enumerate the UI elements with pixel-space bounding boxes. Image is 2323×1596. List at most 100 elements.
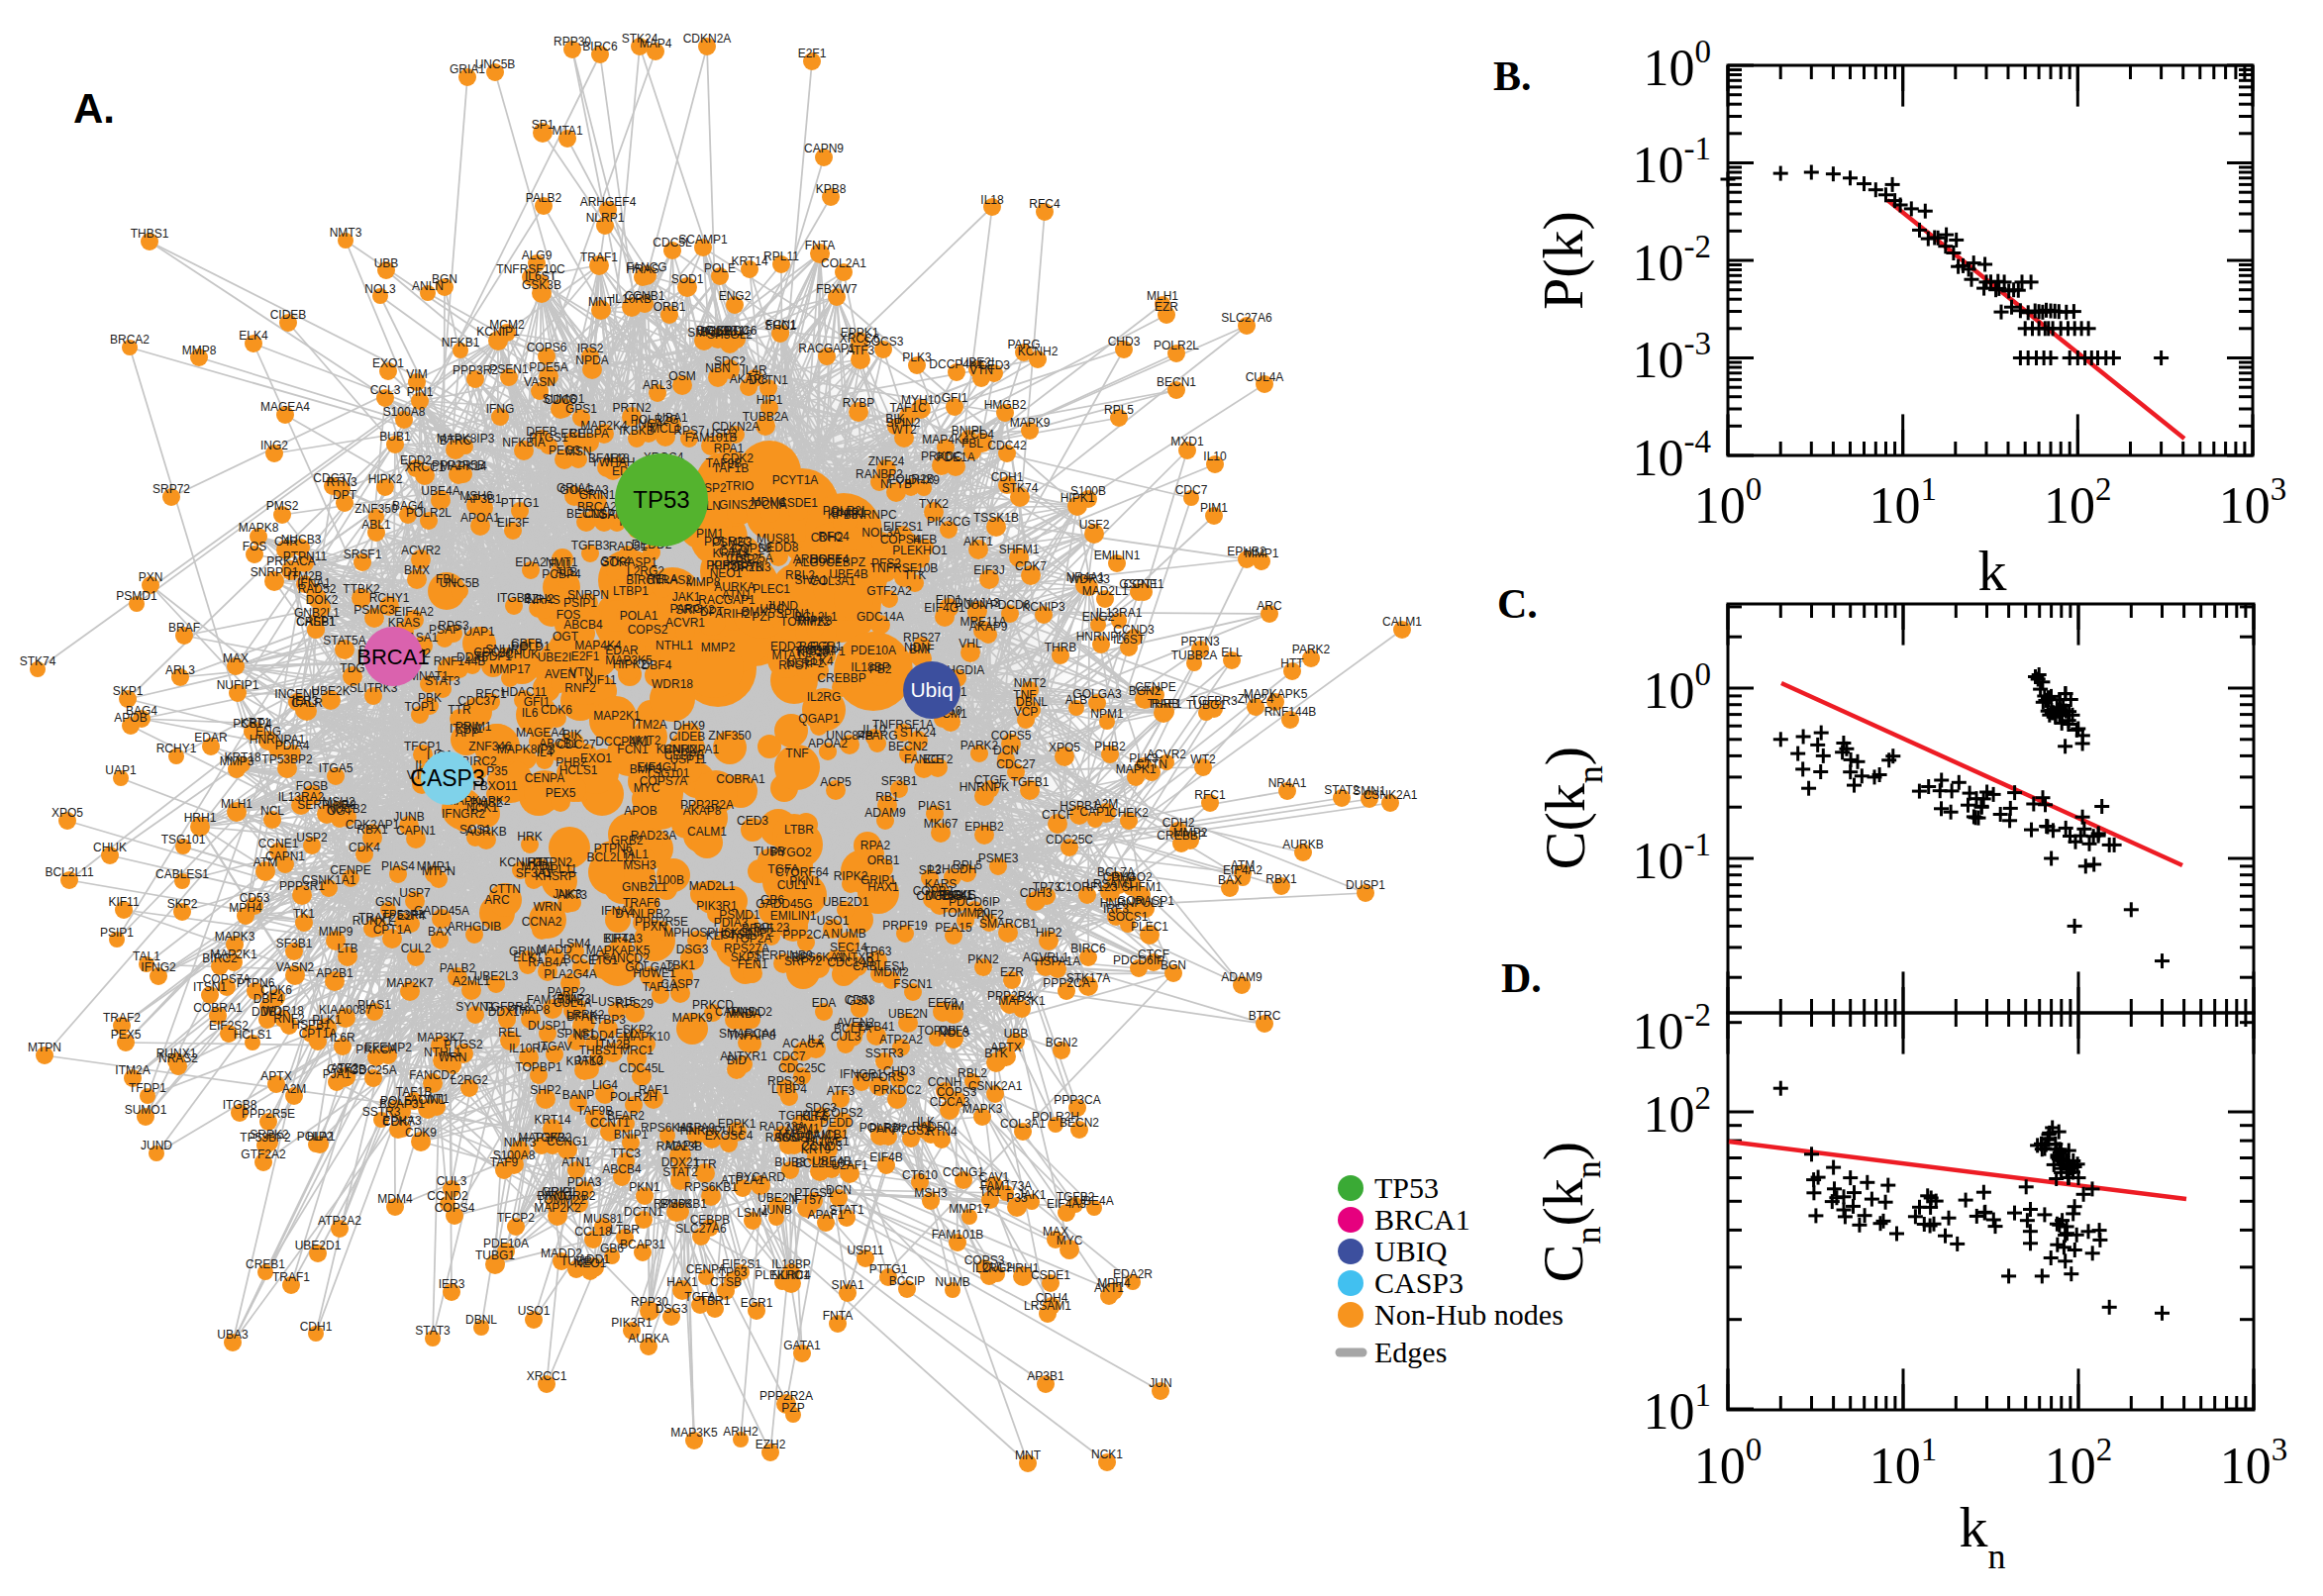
- svg-text:VCP: VCP: [1014, 705, 1039, 719]
- svg-text:MAPK8IP3: MAPK8IP3: [437, 432, 495, 446]
- svg-text:TAF9: TAF9: [490, 1155, 519, 1169]
- svg-text:EZR: EZR: [1000, 965, 1024, 979]
- svg-text:POLR2L: POLR2L: [1154, 339, 1199, 352]
- svg-text:SMARCB1: SMARCB1: [979, 917, 1037, 931]
- svg-text:MAP2K1: MAP2K1: [593, 709, 641, 723]
- svg-text:USP11: USP11: [847, 1244, 883, 1257]
- svg-text:OSM: OSM: [668, 369, 695, 383]
- svg-text:HNRNPK: HNRNPK: [1076, 630, 1127, 644]
- svg-text:JAK1: JAK1: [672, 590, 701, 604]
- svg-text:APP: APP: [455, 726, 479, 740]
- svg-text:CDK4: CDK4: [349, 841, 380, 854]
- svg-text:RPS3: RPS3: [438, 619, 469, 633]
- svg-text:TFDP1: TFDP1: [129, 1081, 166, 1095]
- svg-text:PRTN2: PRTN2: [612, 401, 651, 415]
- svg-text:MAX: MAX: [223, 651, 249, 665]
- svg-text:ADAM9: ADAM9: [864, 806, 906, 820]
- svg-text:RAD23B: RAD23B: [656, 1140, 703, 1153]
- svg-text:PEG3: PEG3: [549, 444, 580, 457]
- svg-text:AKAP8: AKAP8: [730, 372, 768, 386]
- svg-text:STK74: STK74: [20, 654, 56, 668]
- svg-text:CPT1A: CPT1A: [373, 923, 412, 937]
- svg-text:FBL: FBL: [961, 437, 983, 450]
- svg-text:MAPK8: MAPK8: [239, 521, 279, 535]
- svg-text:BRCA2: BRCA2: [110, 333, 150, 347]
- svg-text:BIRC6: BIRC6: [1070, 942, 1106, 955]
- svg-text:CDC25C: CDC25C: [778, 1061, 826, 1075]
- svg-text:PIN1: PIN1: [407, 385, 434, 399]
- svg-text:POLA1: POLA1: [620, 609, 658, 623]
- svg-text:XPO5: XPO5: [51, 806, 83, 820]
- svg-text:UBIQ: UBIQ: [1374, 1235, 1448, 1267]
- svg-text:UNC5B: UNC5B: [475, 57, 516, 71]
- svg-text:ABCB1: ABCB1: [539, 737, 578, 750]
- svg-text:SRPK2: SRPK2: [675, 603, 715, 617]
- svg-text:RPA1: RPA1: [714, 442, 745, 455]
- svg-text:MMP17: MMP17: [489, 662, 531, 676]
- svg-text:RPL5: RPL5: [1104, 403, 1134, 417]
- svg-text:EDA2: EDA2: [515, 555, 547, 569]
- svg-text:HTT: HTT: [1280, 656, 1304, 670]
- svg-text:CALM1: CALM1: [1382, 615, 1422, 629]
- svg-text:COPS4: COPS4: [435, 1201, 475, 1215]
- svg-text:CTGF: CTGF: [974, 773, 1007, 787]
- svg-text:ATN1: ATN1: [561, 1155, 591, 1169]
- svg-text:ZNF350: ZNF350: [354, 502, 398, 516]
- svg-text:SRSF1: SRSF1: [344, 548, 382, 561]
- svg-text:TNFRSF1A: TNFRSF1A: [872, 718, 934, 732]
- svg-text:CREB1: CREB1: [246, 1257, 285, 1271]
- svg-text:PCBP4: PCBP4: [233, 717, 272, 731]
- svg-text:UBE2D1: UBE2D1: [295, 1239, 342, 1252]
- svg-text:EIF4B: EIF4B: [869, 1150, 902, 1164]
- svg-text:CSNK1A1: CSNK1A1: [302, 873, 356, 887]
- svg-text:SOCS1: SOCS1: [1108, 910, 1149, 924]
- svg-text:TRAF1: TRAF1: [580, 250, 618, 264]
- svg-text:IFNG: IFNG: [486, 402, 515, 416]
- svg-text:RCHY1: RCHY1: [156, 742, 197, 755]
- svg-text:PXN: PXN: [139, 570, 163, 584]
- svg-text:KHSRP: KHSRP: [535, 869, 575, 883]
- svg-text:MADD2: MADD2: [541, 1247, 582, 1260]
- svg-text:EIF3J: EIF3J: [973, 563, 1004, 577]
- svg-text:GTF2A2: GTF2A2: [866, 584, 912, 598]
- svg-text:ATF3: ATF3: [827, 1084, 856, 1098]
- svg-text:VIM: VIM: [406, 367, 427, 381]
- svg-text:BCAP31: BCAP31: [620, 1238, 665, 1251]
- svg-text:PLK3: PLK3: [902, 350, 932, 364]
- svg-text:LIG4: LIG4: [592, 1078, 618, 1092]
- svg-text:RAF1: RAF1: [1152, 697, 1182, 711]
- svg-text:ITM2A: ITM2A: [115, 1063, 150, 1077]
- svg-text:WT2: WT2: [1190, 752, 1216, 766]
- svg-text:CD53: CD53: [240, 891, 270, 905]
- svg-text:Edges: Edges: [1374, 1336, 1447, 1368]
- svg-text:TGFB1: TGFB1: [1011, 775, 1050, 789]
- svg-text:CDK2AP1: CDK2AP1: [346, 818, 400, 832]
- svg-text:CIDEB: CIDEB: [270, 308, 307, 322]
- svg-text:S100A8: S100A8: [383, 405, 426, 419]
- svg-text:PLEC1: PLEC1: [753, 582, 790, 596]
- svg-text:NLRP1: NLRP1: [586, 211, 625, 225]
- svg-text:COL2A1: COL2A1: [821, 256, 866, 270]
- svg-text:ANTXR1: ANTXR1: [720, 1049, 767, 1063]
- svg-text:AP3B1: AP3B1: [1027, 1369, 1064, 1383]
- svg-text:UBE2L3: UBE2L3: [474, 969, 519, 983]
- svg-text:SOS1: SOS1: [459, 823, 491, 837]
- svg-text:CUL2: CUL2: [401, 942, 432, 955]
- svg-text:APAF1: APAF1: [807, 1208, 844, 1222]
- svg-text:NMT3: NMT3: [330, 226, 362, 240]
- svg-text:AURKA: AURKA: [714, 580, 755, 594]
- svg-text:SYVN1: SYVN1: [455, 1000, 495, 1014]
- svg-text:FLI1: FLI1: [549, 557, 572, 571]
- svg-text:EXO1: EXO1: [372, 356, 404, 370]
- svg-text:PIK3R1: PIK3R1: [611, 1316, 653, 1330]
- svg-text:CDK6: CDK6: [260, 983, 292, 997]
- svg-text:SEC14: SEC14: [830, 941, 867, 954]
- svg-text:CAP1: CAP1: [1079, 805, 1111, 819]
- svg-text:EDA2R: EDA2R: [1113, 1267, 1153, 1281]
- svg-text:SLC27A6: SLC27A6: [1221, 311, 1272, 325]
- svg-text:LRRK2: LRRK2: [566, 1008, 605, 1022]
- svg-text:DSG3: DSG3: [676, 943, 709, 956]
- svg-text:PEX5: PEX5: [546, 786, 576, 800]
- svg-text:PCNA: PCNA: [754, 498, 786, 512]
- svg-text:P35: P35: [1006, 1191, 1028, 1205]
